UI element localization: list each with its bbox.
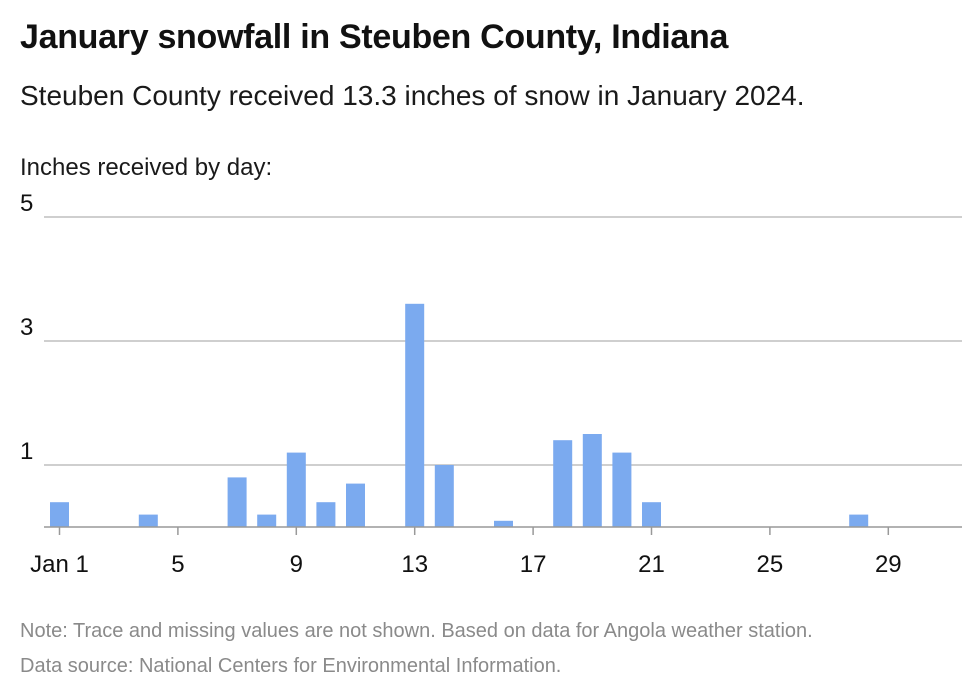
y-tick-label: 5 — [20, 190, 33, 217]
y-tick-label: 1 — [20, 438, 33, 465]
data-source: Data source: National Centers for Enviro… — [20, 655, 562, 677]
x-tick-label: 25 — [757, 551, 784, 578]
x-tick-label: 13 — [401, 551, 428, 578]
bar — [138, 514, 158, 527]
chart-subtitle: Steuben County received 13.3 inches of s… — [20, 80, 805, 111]
bar — [434, 465, 454, 527]
bar — [346, 483, 365, 527]
chart-title: January snowfall in Steuben County, Indi… — [20, 18, 729, 56]
y-tick-label: 3 — [20, 314, 33, 341]
x-tick-label: 9 — [290, 551, 303, 578]
bar — [494, 520, 513, 527]
x-tick-label: 17 — [520, 551, 547, 578]
bar — [849, 514, 869, 527]
x-tick-label: Jan 1 — [30, 551, 89, 578]
bar — [582, 434, 602, 527]
bar — [286, 452, 306, 527]
x-tick-label: 5 — [171, 551, 184, 578]
bar — [553, 440, 573, 527]
bar — [612, 452, 632, 527]
x-tick-label: 21 — [638, 551, 665, 578]
x-tick-label: 29 — [875, 551, 902, 578]
bar — [50, 502, 69, 527]
bar — [316, 502, 336, 527]
bar — [405, 303, 425, 527]
bar — [257, 514, 277, 527]
bar — [227, 477, 247, 527]
y-axis-caption: Inches received by day: — [20, 154, 273, 181]
bar — [642, 502, 661, 527]
chart-note: Note: Trace and missing values are not s… — [20, 620, 813, 642]
